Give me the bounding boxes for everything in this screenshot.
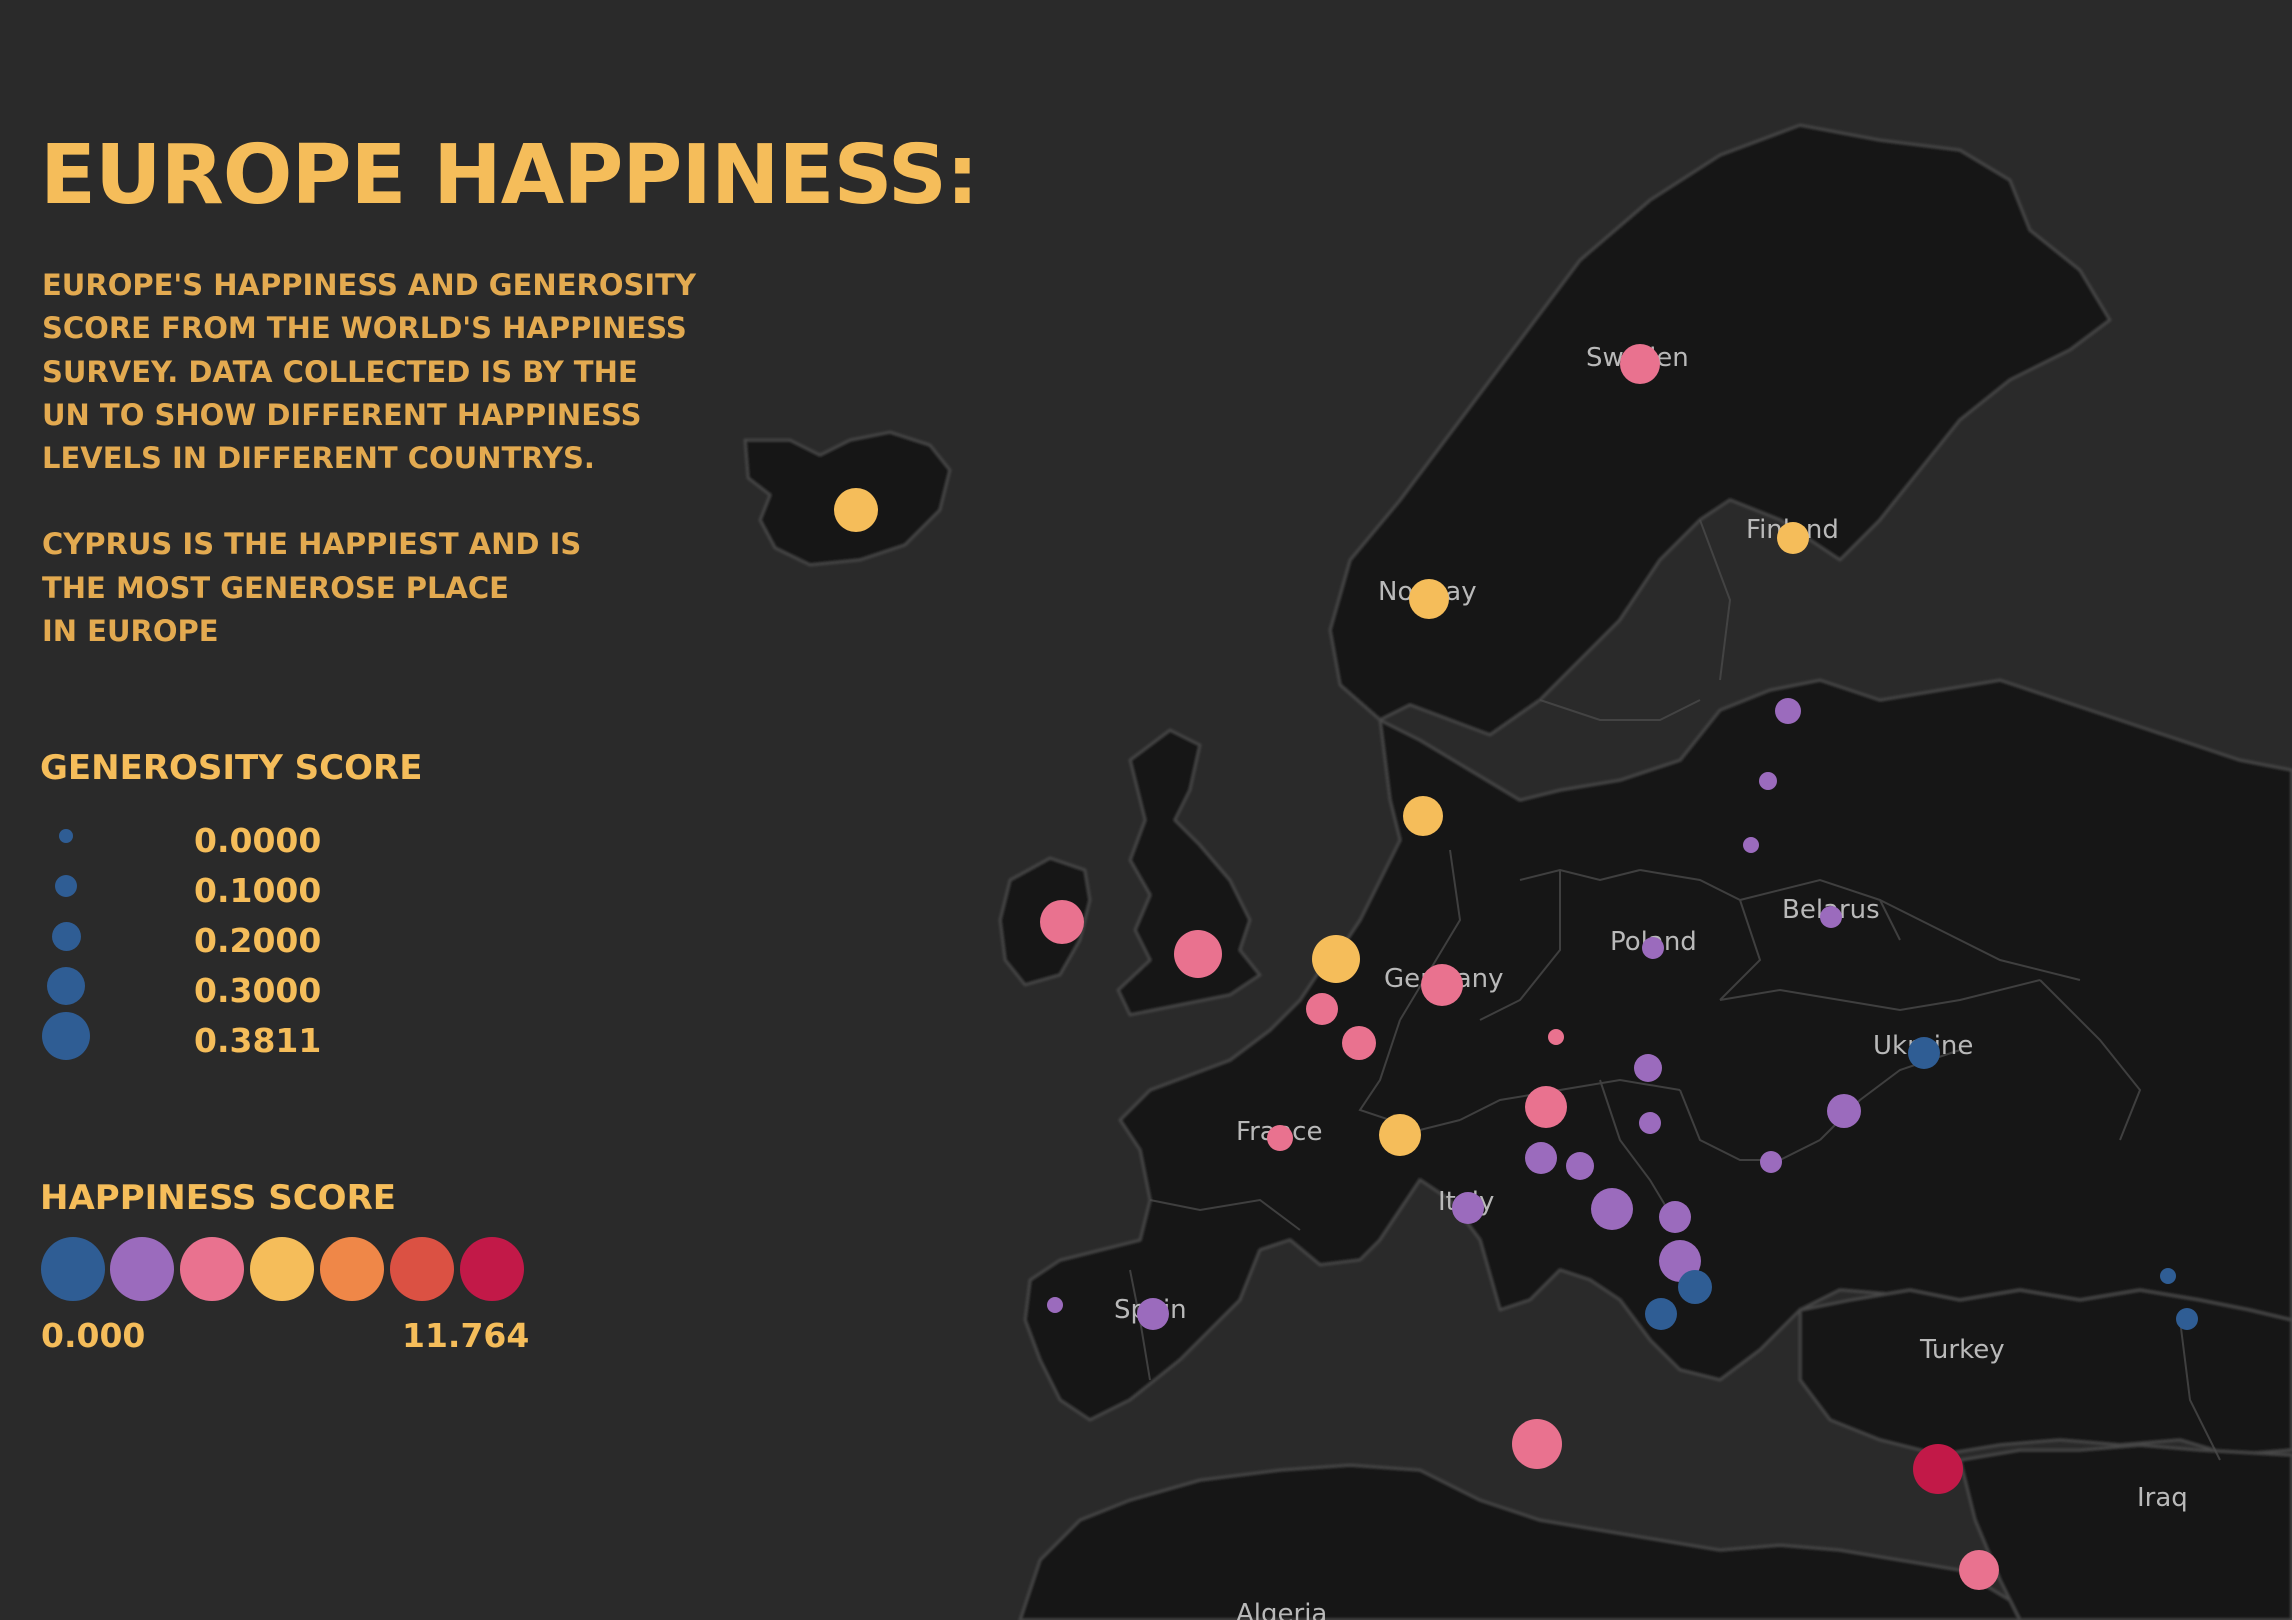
marker-luxembourg[interactable] — [1342, 1026, 1376, 1060]
generosity-legend-item: 0.2000 — [40, 915, 380, 965]
marker-ireland[interactable] — [1040, 900, 1084, 944]
happiness-swatch-2 — [110, 1237, 174, 1301]
middle-east-land — [1958, 1443, 2292, 1620]
turkey-land — [1798, 1288, 2292, 1457]
description-line: IN EUROPE — [42, 614, 219, 649]
marker-austria[interactable] — [1525, 1086, 1567, 1128]
generosity-legend-label: 0.0000 — [194, 821, 322, 860]
description-line: LEVELS IN DIFFERENT COUNTRYS. — [42, 441, 595, 476]
marker-albania[interactable] — [1645, 1298, 1677, 1330]
description-line: EUROPE'S HAPPINESS AND GENEROSITY — [42, 268, 696, 302]
marker-netherlands[interactable] — [1312, 935, 1360, 983]
marker-belarus[interactable] — [1820, 906, 1842, 928]
marker-malta[interactable] — [1512, 1419, 1562, 1469]
marker-belgium[interactable] — [1306, 993, 1338, 1025]
marker-slovenia[interactable] — [1525, 1142, 1557, 1174]
marker-macedonia[interactable] — [1678, 1270, 1712, 1304]
description-line: CYPRUS IS THE HAPPIEST AND IS — [42, 527, 582, 562]
marker-iceland[interactable] — [834, 488, 878, 532]
marker-estonia[interactable] — [1775, 698, 1801, 724]
size-dot-icon — [55, 875, 77, 897]
marker-portugal[interactable] — [1047, 1297, 1063, 1313]
scandinavia-land — [1328, 123, 2112, 737]
marker-serbia[interactable] — [1659, 1201, 1691, 1233]
description-line: SCORE FROM THE WORLD'S HAPPINESS — [42, 311, 687, 346]
size-dot-icon — [42, 1012, 90, 1060]
happiness-min-label: 0.000 — [41, 1316, 146, 1355]
description-line: THE MOST GENEROSE PLACE — [42, 570, 509, 605]
label-turkey: Turkey — [1919, 1335, 2005, 1365]
generosity-legend-item: 0.1000 — [40, 865, 380, 915]
marker-armenia[interactable] — [2160, 1268, 2176, 1284]
marker-poland[interactable] — [1642, 937, 1664, 959]
marker-moldova[interactable] — [1827, 1094, 1861, 1128]
happiness-swatch-4 — [250, 1237, 314, 1301]
marker-slovakia[interactable] — [1634, 1054, 1662, 1082]
marker-lithuania[interactable] — [1743, 837, 1759, 853]
marker-croatia[interactable] — [1566, 1152, 1594, 1180]
marker-ukraine[interactable] — [1908, 1037, 1940, 1069]
marker-israel[interactable] — [1959, 1550, 1999, 1590]
description-line: SURVEY. DATA COLLECTED IS BY THE — [42, 354, 638, 389]
marker-finland[interactable] — [1777, 522, 1809, 554]
size-dot-icon — [59, 829, 73, 843]
generosity-legend-label: 0.2000 — [194, 921, 322, 960]
label-algeria: Algeria — [1236, 1599, 1327, 1620]
generosity-legend-label: 0.3000 — [194, 971, 322, 1010]
happiness-swatch-6 — [390, 1237, 454, 1301]
generosity-legend-item: 0.3811 — [40, 1012, 380, 1065]
generosity-legend-title: GENEROSITY SCORE — [40, 748, 423, 788]
description-line: UN TO SHOW DIFFERENT HAPPINESS — [42, 397, 642, 432]
great-britain-land — [1116, 728, 1262, 1017]
marker-france[interactable] — [1267, 1125, 1293, 1151]
marker-bosnia[interactable] — [1591, 1188, 1633, 1230]
happiness-legend-title: HAPPINESS SCORE — [40, 1178, 396, 1218]
marker-germany[interactable] — [1421, 964, 1463, 1006]
marker-cyprus[interactable] — [1913, 1444, 1963, 1494]
marker-italy[interactable] — [1452, 1192, 1484, 1224]
label-iraq: Iraq — [2137, 1483, 2188, 1513]
happiness-swatch-1 — [41, 1237, 105, 1301]
mainland-europe-land — [1023, 678, 2292, 1422]
marker-switzerland[interactable] — [1379, 1114, 1421, 1156]
size-dot-icon — [47, 967, 85, 1005]
happiness-max-label: 11.764 — [402, 1316, 530, 1355]
page-title: EUROPE HAPPINESS: — [40, 128, 979, 223]
north-africa-land — [1018, 1463, 2022, 1620]
marker-spain[interactable] — [1137, 1298, 1169, 1330]
generosity-legend-item: 0.3000 — [40, 965, 380, 1015]
marker-denmark[interactable] — [1403, 796, 1443, 836]
generosity-legend-label: 0.3811 — [194, 1021, 322, 1060]
size-dot-icon — [52, 922, 81, 951]
description: EUROPE'S HAPPINESS AND GENEROSITY SCORE … — [42, 264, 742, 653]
marker-georgia[interactable] — [2176, 1308, 2198, 1330]
marker-latvia[interactable] — [1759, 772, 1777, 790]
country-markers[interactable] — [834, 344, 2198, 1590]
generosity-legend-label: 0.1000 — [194, 871, 322, 910]
marker-norway[interactable] — [1409, 579, 1449, 619]
marker-hungary[interactable] — [1639, 1112, 1661, 1134]
happiness-swatch-7 — [460, 1237, 524, 1301]
happiness-swatch-3 — [180, 1237, 244, 1301]
marker-romania[interactable] — [1760, 1151, 1782, 1173]
generosity-legend-item: 0.0000 — [40, 815, 380, 865]
marker-uk[interactable] — [1174, 930, 1222, 978]
marker-sweden[interactable] — [1620, 344, 1660, 384]
happiness-swatch-5 — [320, 1237, 384, 1301]
marker-czechia[interactable] — [1548, 1029, 1564, 1045]
